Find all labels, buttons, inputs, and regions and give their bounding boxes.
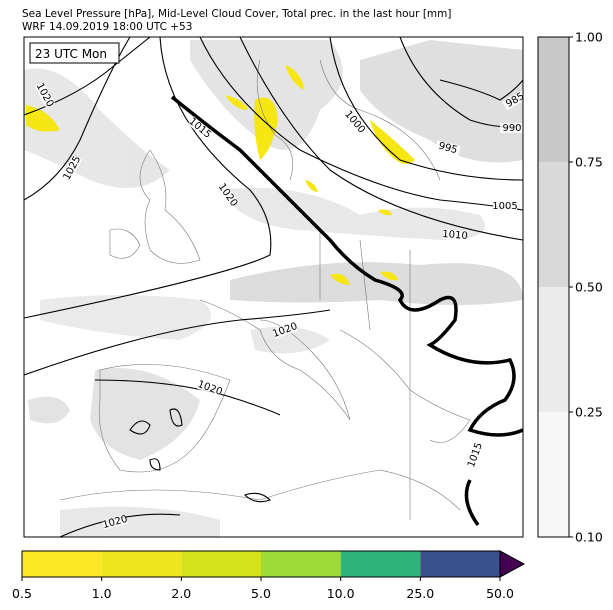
contour-label: 995 (437, 141, 458, 157)
tick-label: 2.0 (171, 586, 191, 601)
isobars (24, 37, 523, 537)
colorbar-extend (499, 550, 526, 578)
time-label: 23 UTC Mon (35, 47, 107, 61)
contour-label-bg (187, 116, 213, 140)
map: 1020102510151020100098599099510051010102… (23, 36, 524, 538)
tick-label: 0.10 (575, 530, 603, 545)
tick-label: 0.75 (575, 155, 603, 170)
contour-label-bg (217, 182, 239, 208)
contour-label-bg (493, 201, 517, 211)
contour-label-bg (102, 514, 128, 530)
precip-colorbar: 0.5 1.0 2.0 5.0 10.0 25.0 50.0 (12, 550, 526, 601)
contour-label: 990 (502, 123, 521, 134)
contour-label-bg (197, 379, 223, 397)
colorbar-segment (340, 551, 421, 577)
contour-label-bg (466, 442, 484, 468)
tick-label: 1.0 (92, 586, 112, 601)
colorbar-segment (181, 551, 261, 577)
tick-label: 5.0 (251, 586, 271, 601)
cloud-colorbar: 0.10 0.25 0.50 0.75 1.00 (537, 30, 603, 545)
tick-label: 1.00 (575, 30, 603, 45)
colorbar-segment (22, 551, 102, 577)
contour-label-bg (61, 155, 83, 181)
colorbar-segment (261, 551, 341, 577)
colorbar-segment (538, 37, 569, 162)
colorbar-segment (101, 551, 182, 577)
coastlines (59, 59, 471, 520)
contour-label-bg (442, 228, 468, 242)
contour-label: 1010 (442, 229, 468, 242)
tick-label: 25.0 (406, 586, 434, 601)
contour-label-bg (500, 123, 523, 133)
colorbar-segment (420, 551, 500, 577)
contour-label-bg (435, 140, 461, 156)
tick-label: 50.0 (486, 586, 514, 601)
colorbar-segment (538, 162, 569, 287)
contour-label-bg (272, 321, 298, 339)
contour-label-bg (343, 109, 367, 135)
cloud-cover (24, 40, 523, 537)
contour-label: 1005 (492, 201, 517, 212)
tick-label: 10.0 (327, 586, 355, 601)
colorbar-segment (538, 287, 569, 412)
tick-label: 0.5 (12, 586, 32, 601)
time-box (29, 42, 120, 64)
colorbar-segment (538, 412, 569, 537)
subtitle: WRF 14.09.2019 18:00 UTC +53 (22, 21, 192, 33)
bold-isobar (170, 95, 523, 527)
tick-label: 0.25 (575, 405, 603, 420)
tick-label: 0.50 (575, 280, 603, 295)
contour-label-bg (34, 82, 56, 108)
contour-label-bg (502, 89, 523, 111)
precipitation (26, 65, 415, 285)
title: Sea Level Pressure [hPa], Mid-Level Clou… (22, 8, 452, 20)
